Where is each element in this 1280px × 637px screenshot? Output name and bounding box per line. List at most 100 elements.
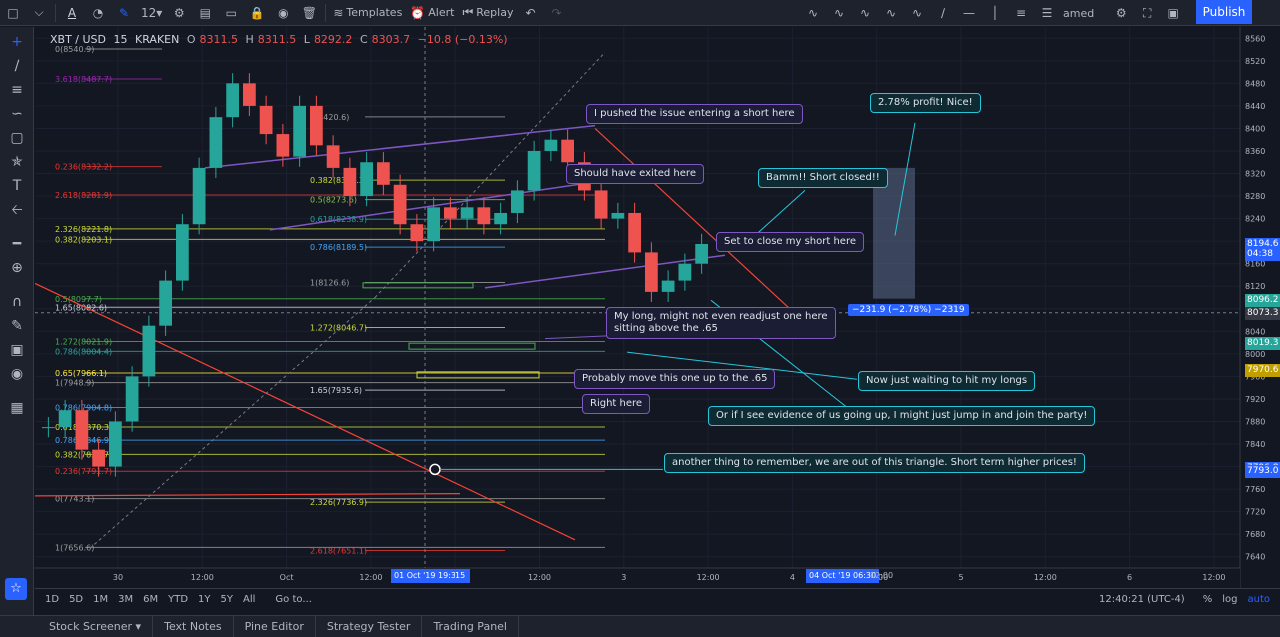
layout-icon[interactable]: □ (7, 5, 19, 20)
camera-icon[interactable]: ▣ (1167, 6, 1179, 20)
redo-icon[interactable]: ↷ (551, 5, 562, 20)
tab-strategy-tester[interactable]: Strategy Tester (316, 615, 423, 637)
fib-label: 3.618(8487.7) (55, 75, 112, 84)
text-icon[interactable]: T (12, 178, 22, 194)
y-tick-label: 8520 (1245, 57, 1265, 66)
comment-icon[interactable]: ▢ (10, 130, 24, 146)
templates-label: Templates (346, 6, 403, 19)
text-color-icon[interactable]: A (67, 5, 77, 20)
tab-trading-panel[interactable]: Trading Panel (422, 615, 519, 637)
interval-selector[interactable]: 12 ▾ (141, 5, 163, 20)
lock-icon[interactable]: ▣ (10, 342, 24, 358)
trend-line-icon[interactable]: ∕ (940, 6, 946, 20)
callout-line (754, 190, 806, 236)
note-join-party[interactable]: Or if I see evidence of us going up, I m… (708, 406, 1096, 426)
indicators-icon[interactable]: ▭ (225, 5, 237, 20)
trash-icon[interactable]: ▦ (10, 400, 24, 416)
templates-button[interactable]: ≋ Templates (329, 0, 406, 26)
range-5d[interactable]: 5D (69, 594, 84, 605)
undo-icon[interactable]: ↶ (525, 5, 536, 20)
candle-body (42, 427, 55, 429)
y-tick-label: 7760 (1245, 485, 1265, 494)
dashed-diagonal (89, 297, 376, 549)
range-ytd[interactable]: YTD (168, 594, 189, 605)
note-right-here[interactable]: Right here (582, 394, 651, 414)
favorites-star-icon[interactable]: ☆ (5, 578, 27, 600)
note-short-closed[interactable]: Bamm!! Short closed!! (758, 168, 888, 188)
range-6m[interactable]: 6M (143, 594, 159, 605)
arrow-left-icon[interactable]: 🡠 (11, 202, 23, 218)
candle-body (92, 449, 105, 467)
line-color-icon[interactable]: ✎ (118, 5, 130, 20)
note-out-of-triangle[interactable]: another thing to remember, we are out of… (664, 453, 1085, 473)
fib-label: 2.326(8221.8) (55, 225, 112, 234)
candle-body (544, 139, 558, 151)
drawing-mode-icon[interactable]: ✎ (11, 318, 23, 334)
alert-button[interactable]: ⏰ Alert (406, 0, 458, 26)
range-1m[interactable]: 1M (93, 594, 109, 605)
symbol-legend: XBT / USD 15 KRAKEN O 8311.5 H 8311.5 L 829… (50, 33, 512, 46)
magnet-icon[interactable]: ∩ (11, 294, 23, 310)
pattern-icon[interactable]: ∿ (911, 6, 923, 20)
eye-icon[interactable]: ◉ (278, 5, 289, 20)
replay-button[interactable]: ⏮ Replay (458, 0, 517, 26)
range-bar: 1D 5D 1M 3M 6M YTD 1Y 5Y All Go to... 12… (35, 588, 1280, 610)
pattern-icon[interactable]: ∿ (859, 6, 871, 20)
chart-type-icon[interactable]: ▤ (199, 5, 211, 20)
tab-stock-screener[interactable]: Stock Screener ▾ (38, 615, 154, 637)
goto-button[interactable]: Go to... (275, 594, 312, 605)
log-toggle[interactable]: log (1222, 594, 1238, 605)
fib-retracement-icon[interactable]: ≡ (11, 82, 23, 98)
note-my-long[interactable]: My long, might not even readjust one her… (606, 307, 836, 339)
lock-icon[interactable]: 🔒 (249, 5, 265, 20)
brush-icon[interactable]: ∽ (11, 106, 23, 122)
note-move-up[interactable]: Probably move this one up to the .65 (574, 369, 776, 389)
layout-name[interactable]: amed (1063, 6, 1095, 20)
percent-toggle[interactable]: % (1202, 594, 1213, 605)
x-tick-label: 12:00 (1202, 573, 1225, 582)
range-5y[interactable]: 5Y (220, 594, 234, 605)
tab-pine-editor[interactable]: Pine Editor (234, 615, 316, 637)
pattern-icon[interactable]: ∿ (833, 6, 845, 20)
range-1d[interactable]: 1D (45, 594, 60, 605)
pattern-icon[interactable]: ∿ (885, 6, 897, 20)
publish-button[interactable]: Publish (1196, 0, 1252, 24)
price-tag: 7970.6 (1245, 364, 1280, 378)
pattern-icon[interactable]: ✯ (11, 154, 23, 170)
fib-label: 1(7948.9) (55, 379, 94, 388)
auto-toggle[interactable]: auto (1247, 594, 1270, 605)
note-should-have-exited[interactable]: Should have exited here (566, 164, 704, 184)
ruler-icon[interactable]: ━ (12, 236, 22, 252)
range-1y[interactable]: 1Y (198, 594, 211, 605)
high-label: H (245, 33, 254, 46)
y-tick-label: 8160 (1245, 260, 1265, 269)
text-icon[interactable]: ≡ (1015, 6, 1027, 20)
symbol-name[interactable]: XBT / USD (50, 33, 107, 46)
horizontal-line-icon[interactable]: — (963, 6, 975, 20)
note-waiting-longs[interactable]: Now just waiting to hit my longs (858, 371, 1036, 391)
fib-label: 0.786(8189.5) (310, 243, 367, 252)
fib-icon[interactable]: ☰ (1041, 6, 1053, 20)
fill-color-icon[interactable]: ◔ (92, 5, 104, 20)
vertical-line-icon[interactable]: │ (991, 6, 999, 20)
measure-end-time-label: 04 Oct '19 06:30 (806, 569, 880, 583)
crosshair-icon[interactable]: ⌵ (34, 5, 44, 19)
range-3m[interactable]: 3M (118, 594, 134, 605)
trend-line-icon[interactable]: ∕ (14, 58, 20, 74)
note-entered-short[interactable]: I pushed the issue entering a short here (586, 104, 803, 124)
pattern-icon[interactable]: ∿ (807, 6, 819, 20)
candle-body (444, 207, 457, 219)
eye-icon[interactable]: ◉ (10, 366, 24, 382)
y-tick-label: 7840 (1245, 440, 1265, 449)
range-all[interactable]: All (243, 594, 256, 605)
zoom-icon[interactable]: ⊕ (11, 260, 23, 276)
note-close-short[interactable]: Set to close my short here (716, 232, 865, 252)
note-profit[interactable]: 2.78% profit! Nice! (870, 93, 981, 113)
settings-icon[interactable]: ⚙ (173, 5, 185, 20)
crosshair-icon[interactable]: + (11, 34, 23, 50)
fib-label: 0.236(7791.7) (55, 467, 112, 476)
gear-icon[interactable]: ⚙ (1115, 6, 1127, 20)
tab-text-notes[interactable]: Text Notes (153, 615, 234, 637)
fullscreen-icon[interactable]: ⛶ (1143, 5, 1152, 20)
trash-icon[interactable]: 🗑 (301, 5, 317, 20)
